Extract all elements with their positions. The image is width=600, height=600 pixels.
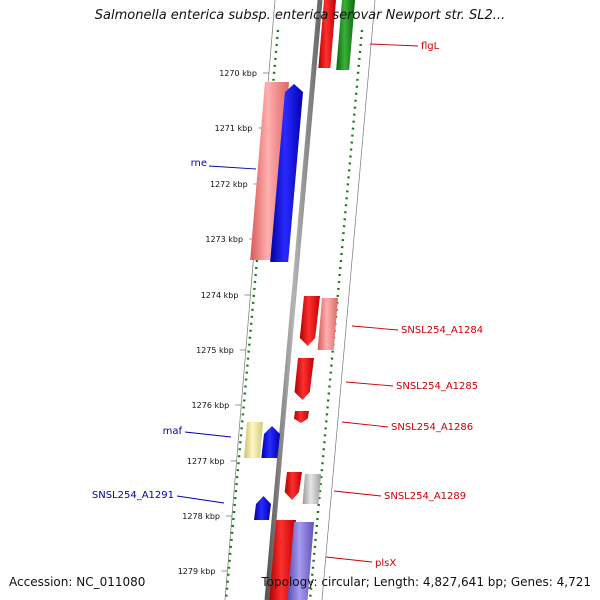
snsl254-a1284-gene-bar	[299, 296, 320, 346]
tick-label: 1270 kbp	[219, 69, 257, 78]
gene-label: SNSL254_A1284	[401, 325, 483, 336]
tick-label: 1278 kbp	[182, 512, 220, 521]
rne-gene-bar	[270, 84, 303, 262]
gene-label: plsX	[375, 558, 396, 569]
tick-label: 1279 kbp	[178, 567, 216, 576]
maf-gene-bar	[261, 426, 280, 458]
gene-label: SNSL254_A1285	[396, 381, 478, 392]
gene-label: SNSL254_A1286	[391, 422, 473, 433]
gene-label: SNSL254_A1289	[384, 491, 466, 502]
gene-leader-line	[325, 556, 373, 563]
snsl254-a1289-gene-bar	[284, 472, 302, 500]
dotted-track-right	[308, 29, 364, 600]
tick-label: 1274 kbp	[201, 291, 239, 300]
gene-label: maf	[163, 426, 183, 437]
gene-leader-line	[345, 381, 394, 387]
ortholog-bar-rne	[250, 82, 289, 260]
ruler-band-right-edge	[321, 0, 376, 600]
forward-gene-bar	[318, 0, 336, 68]
tick-label: 1271 kbp	[215, 124, 253, 133]
flgl-gene-bar	[336, 0, 355, 70]
dotted-track-left	[224, 29, 280, 600]
tick-label: 1276 kbp	[192, 401, 230, 410]
ortholog-bar-a1284	[317, 298, 338, 350]
gene-leader-line	[351, 325, 399, 331]
gene-leader-line	[369, 43, 419, 47]
genome-summary-text: Topology: circular; Length: 4,827,641 bp…	[261, 575, 591, 589]
tick-label: 1272 kbp	[210, 180, 248, 189]
gene-label: rne	[191, 158, 207, 169]
accession-text: Accession: NC_011080	[9, 575, 146, 589]
gene-label: flgL	[421, 41, 440, 52]
genome-backbone	[264, 0, 323, 600]
snsl254-a1285-gene-bar	[294, 358, 314, 400]
ortholog-bar-a1289	[302, 474, 321, 504]
gene-label: SNSL254_A1291	[92, 490, 174, 501]
ortholog-bar-maf	[244, 422, 263, 458]
kbp-ticks: 1270 kbp 1271 kbp 1272 kbp 1273 kbp 1274 kbp…	[178, 69, 269, 576]
ortholog-bar-plsx	[287, 522, 314, 600]
tick-label: 1277 kbp	[187, 457, 225, 466]
gene-leader-line	[208, 165, 257, 170]
tick-label: 1275 kbp	[196, 346, 234, 355]
gene-features	[244, 0, 355, 600]
genome-title: Salmonella enterica subsp. enterica sero…	[94, 8, 506, 23]
gene-leader-line	[333, 490, 382, 497]
gene-labels: flgL rne SNSL254_A1284 SNSL254_A1285 SNSL254…	[92, 41, 483, 569]
gene-leader-line	[176, 495, 225, 504]
tick-label: 1273 kbp	[205, 235, 243, 244]
gene-leader-line	[184, 431, 232, 438]
snsl254-a1286-gene-bar	[294, 411, 309, 423]
snsl254-a1291-gene-bar	[254, 496, 271, 520]
gene-leader-line	[341, 421, 389, 428]
